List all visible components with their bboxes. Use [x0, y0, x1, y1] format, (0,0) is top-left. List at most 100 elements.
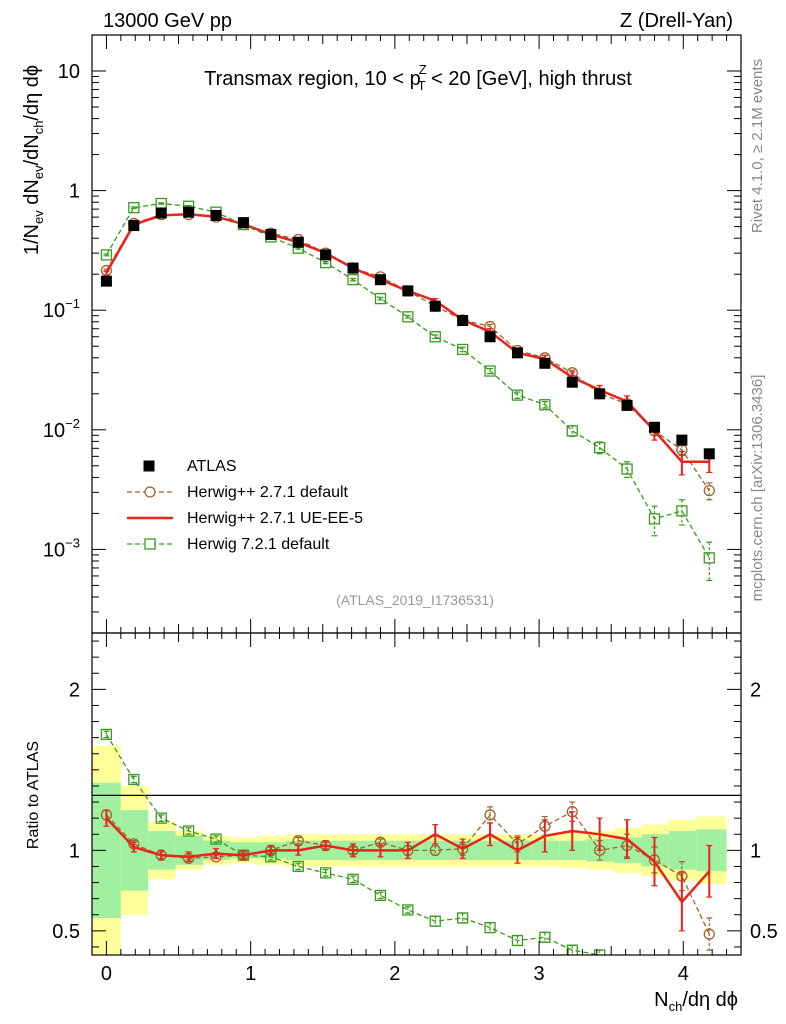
- ratio-y-axis-label: Ratio to ATLAS: [25, 741, 42, 849]
- h271-marker: [703, 928, 715, 940]
- ratio-x-tick-label: 4: [678, 963, 689, 985]
- atlas-marker: [320, 249, 332, 261]
- atlas-marker: [429, 300, 441, 312]
- h721-marker: [703, 552, 715, 564]
- main-y-tick-label: 10−1: [43, 296, 80, 322]
- h721-marker: [210, 833, 222, 845]
- atlas-marker: [183, 206, 195, 218]
- legend-label: Herwig++ 2.7.1 UE-EE-5: [187, 510, 363, 527]
- ratio-y-tick-label-right: 2: [750, 679, 761, 701]
- h721-marker: [128, 202, 140, 214]
- h721-marker: [347, 274, 359, 286]
- main-y-tick-label: 10−3: [43, 535, 80, 561]
- atlas-marker: [210, 209, 222, 221]
- ratio-y-tick-label-right: 0.5: [750, 921, 778, 943]
- atlas-marker: [648, 421, 660, 433]
- h721-marker: [622, 958, 632, 968]
- ratio-y-tick-label: 2: [69, 679, 80, 701]
- atlas-marker: [539, 357, 551, 369]
- h721-marker: [374, 292, 387, 305]
- title-pre: Transmax region, 10 < p: [204, 68, 421, 90]
- ratio-stat-band: [668, 831, 697, 870]
- h721-marker: [374, 889, 387, 902]
- legend: ATLAS Herwig++ 2.7.1 default Herwig++ 2.7.…: [127, 458, 363, 553]
- atlas-marker: [703, 448, 715, 460]
- atlas-marker: [457, 315, 469, 327]
- h721-marker: [539, 399, 551, 411]
- h721-marker: [648, 513, 661, 525]
- h721-marker: [100, 728, 113, 741]
- ratio-plot-frame: [91, 632, 742, 956]
- h721-marker: [566, 425, 578, 437]
- h721-marker: [511, 934, 524, 947]
- h721-marker: [621, 463, 633, 475]
- h721-marker: [347, 873, 359, 885]
- atlas-marker: [594, 388, 606, 400]
- legend-label: Herwig++ 2.7.1 default: [187, 484, 349, 501]
- xlabel-sub: ch: [669, 999, 683, 1014]
- atlas-marker: [265, 228, 277, 240]
- main-plot-title: Transmax region, 10 < pZ T < 20 [GeV], hi…: [204, 62, 632, 93]
- atlas-marker: [374, 274, 386, 286]
- legend-label: Herwig 7.2.1 default: [187, 536, 330, 553]
- h721-marker: [155, 812, 167, 824]
- xlabel-pre: N: [654, 989, 668, 1011]
- ratio-stat-band: [696, 829, 727, 872]
- main-y-tick-label: 10: [58, 61, 80, 83]
- legend-h271-marker: [144, 486, 156, 498]
- h721-marker: [292, 860, 304, 873]
- atlas-marker: [402, 285, 414, 297]
- title-sup: Z: [419, 62, 427, 77]
- h721-marker: [402, 311, 414, 323]
- h271-marker: [429, 844, 441, 856]
- atlas-marker: [621, 399, 633, 411]
- xlabel-post: /dη dϕ: [682, 989, 738, 1011]
- h721-marker: [182, 825, 195, 837]
- ratio-stat-band: [422, 840, 450, 861]
- h271-marker: [703, 484, 715, 497]
- h271-line: [105, 213, 710, 491]
- h721-marker: [402, 904, 414, 916]
- atlas-marker: [292, 236, 304, 248]
- atlas-marker: [566, 376, 578, 388]
- atlas-marker: [155, 207, 167, 219]
- h721-marker: [594, 949, 606, 955]
- header-right-label: Z (Drell-Yan): [620, 10, 733, 32]
- h721-line: [105, 202, 710, 559]
- legend-atlas-marker: [143, 460, 155, 472]
- main-y-tick-label: 1: [69, 181, 80, 203]
- main-y-tick-label: 10−2: [43, 416, 80, 442]
- ratio-x-tick-label: 2: [389, 963, 400, 985]
- ueee5-line: [105, 212, 710, 464]
- h721-marker: [128, 773, 140, 786]
- main-y-axis-label: 1/Nev dNev/dNch/dη dϕ: [21, 65, 46, 255]
- h721-marker: [484, 921, 496, 934]
- atlas-marker: [676, 434, 688, 446]
- rivet-side-label: Rivet 4.1.0, ≥ 2.1M events: [749, 59, 766, 233]
- legend-label: ATLAS: [187, 458, 237, 475]
- h271-marker: [484, 809, 496, 821]
- ratio-x-tick-label: 3: [534, 963, 545, 985]
- ratio-y-tick-label-right: 1: [750, 840, 761, 862]
- h721-marker: [429, 915, 441, 927]
- ratio-x-tick-label: 1: [245, 963, 256, 985]
- ratio-x-tick-label: 0: [101, 963, 112, 985]
- atlas-marker: [484, 331, 496, 343]
- title-sub: T: [418, 78, 426, 93]
- ratio-stat-band: [477, 840, 505, 861]
- ratio-y-tick-label: 0.5: [52, 921, 80, 943]
- atlas-marker: [100, 275, 112, 287]
- h721-marker: [319, 867, 332, 879]
- h721-marker: [649, 974, 659, 984]
- header-left-label: 13000 GeV pp: [103, 10, 232, 32]
- h721-marker: [594, 441, 606, 454]
- ratio-plot-series: [100, 728, 715, 984]
- watermark-label: (ATLAS_2019_I1736531): [336, 592, 494, 608]
- h721-marker: [484, 365, 496, 377]
- axes: 10−3 10−2 10−1 1 10 0 1 2 3 4 0.5 0.5 1 1 2 2: [43, 34, 778, 985]
- h721-marker: [457, 343, 469, 356]
- atlas-marker: [347, 262, 359, 274]
- atlas-marker: [128, 220, 140, 232]
- main-plot-series: [100, 197, 715, 582]
